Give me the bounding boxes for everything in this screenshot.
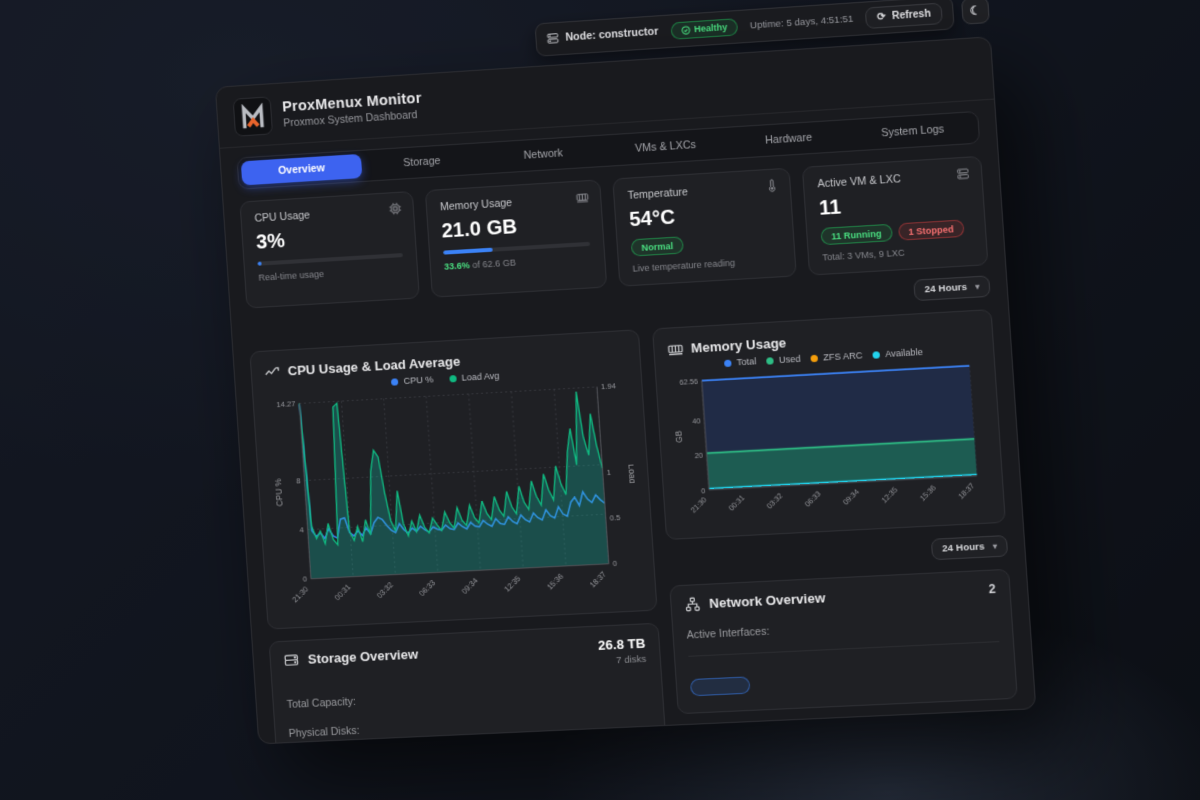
svg-text:0: 0 (612, 559, 617, 568)
svg-text:20: 20 (694, 451, 703, 461)
thermometer-icon (764, 179, 779, 198)
storage-title: Storage Overview (307, 646, 419, 668)
legend-load: Load Avg (449, 371, 500, 384)
node-info: Node: constructor (547, 25, 659, 44)
health-badge: Healthy (669, 17, 739, 40)
network-icon (684, 596, 700, 612)
server-stack-icon (956, 167, 971, 186)
memory-chart-icon (667, 342, 683, 356)
svg-text:00:31: 00:31 (333, 582, 353, 602)
svg-text:Load: Load (626, 464, 638, 484)
svg-text:GB: GB (674, 430, 684, 443)
tab-hardware[interactable]: Hardware (764, 131, 813, 147)
server-icon (547, 32, 560, 45)
vm-count-value: 11 (818, 196, 842, 220)
node-label: Node: constructor (565, 25, 659, 44)
svg-text:62.56: 62.56 (679, 377, 698, 387)
interface-badge[interactable] (689, 676, 751, 697)
svg-text:18:37: 18:37 (588, 570, 608, 590)
disk-icon (283, 653, 299, 669)
svg-text:4: 4 (299, 526, 304, 535)
svg-text:00:31: 00:31 (727, 493, 747, 513)
svg-text:09:34: 09:34 (460, 576, 480, 596)
svg-text:12:35: 12:35 (502, 574, 522, 594)
temp-status-badge: Normal (630, 236, 684, 257)
time-range-dropdown[interactable]: 24 Hours ▾ (913, 275, 991, 302)
memory-chart-card: Memory Usage Total Used ZFS ARC Availabl… (651, 309, 1006, 540)
tab-storage[interactable]: Storage (403, 154, 441, 170)
cpu-load-chart: 21:30 00:31 03:32 06:33 09:34 12:35 15:36 18:37… (272, 382, 638, 605)
svg-text:03:32: 03:32 (765, 491, 785, 511)
svg-text:CPU %: CPU % (272, 478, 284, 507)
uptime-text: Uptime: 5 days, 4:51:51 (749, 13, 854, 32)
memory-usage-card: Memory Usage 21.0 GB 33.6% of 62.6 GB (424, 179, 608, 298)
active-interfaces-label: Active Interfaces: (686, 625, 770, 642)
tab-vms-lxcs[interactable]: VMs & LXCs (634, 138, 697, 155)
svg-text:09:34: 09:34 (841, 487, 861, 507)
legend-cpu: CPU % (391, 374, 434, 386)
chevron-down-icon: ▾ (992, 541, 998, 552)
svg-text:1.94: 1.94 (601, 382, 617, 392)
svg-text:18:37: 18:37 (956, 481, 976, 501)
dashboard-panel: ProxMenux Monitor Proxmox System Dashboa… (214, 36, 1037, 745)
svg-text:12:35: 12:35 (879, 485, 899, 505)
storage-row-total-capacity: Total Capacity: (286, 696, 357, 712)
network-interface-count: 2 (988, 581, 997, 597)
svg-text:0: 0 (303, 575, 308, 584)
network-title: Network Overview (708, 590, 826, 612)
moon-icon: ☾ (969, 3, 982, 19)
cpu-usage-card: CPU Usage 3% Real-time usage (239, 190, 420, 309)
app-header: ProxMenux Monitor Proxmox System Dashboa… (215, 37, 995, 149)
svg-text:21:30: 21:30 (290, 584, 310, 604)
refresh-button[interactable]: ⟳ Refresh (865, 2, 943, 29)
svg-text:15:36: 15:36 (918, 483, 938, 503)
cpu-value: 3% (255, 230, 286, 254)
refresh-icon: ⟳ (876, 10, 887, 23)
theme-toggle-button[interactable]: ☾ (960, 0, 990, 25)
svg-text:21:30: 21:30 (689, 495, 709, 515)
memory-icon (575, 190, 589, 209)
cpu-icon (388, 202, 402, 221)
svg-text:0.5: 0.5 (609, 513, 620, 523)
time-range-dropdown-2[interactable]: 24 Hours ▾ (931, 534, 1009, 561)
temperature-card: Temperature 54°C Normal Live temperature… (612, 167, 797, 287)
memory-chart: 21:30 00:31 03:32 06:33 09:34 12:35 15:36 18:37… (674, 356, 991, 515)
tab-system-logs[interactable]: System Logs (880, 123, 945, 140)
memory-value: 21.0 GB (440, 215, 518, 243)
tab-overview[interactable]: Overview (240, 153, 363, 186)
storage-capacity-stat: 26.8 TB (597, 636, 646, 654)
memory-chart-title: Memory Usage (690, 335, 787, 356)
svg-text:40: 40 (692, 416, 701, 426)
svg-text:06:33: 06:33 (803, 489, 823, 509)
storage-overview-card: Storage Overview 26.8 TB 7 disks Total C… (268, 623, 666, 745)
svg-text:15:36: 15:36 (545, 572, 565, 592)
trend-icon (264, 365, 280, 379)
cpu-load-chart-card: CPU Usage & Load Average CPU % Load Avg … (249, 329, 658, 631)
vm-stopped-badge: 1 Stopped (897, 219, 965, 241)
temperature-value: 54°C (628, 206, 676, 232)
svg-text:03:32: 03:32 (375, 580, 395, 600)
svg-text:8: 8 (296, 477, 301, 486)
cpu-progress (257, 253, 403, 266)
active-vm-lxc-card: Active VM & LXC 11 11 Running 1 Stopped … (801, 155, 989, 276)
vm-running-badge: 11 Running (820, 223, 893, 246)
memory-progress (443, 241, 591, 255)
network-overview-card: Network Overview 2 Active Interfaces: (669, 568, 1018, 715)
proxmenux-logo (232, 96, 274, 137)
tab-network[interactable]: Network (523, 147, 564, 162)
check-circle-icon (680, 25, 690, 35)
chevron-down-icon: ▾ (974, 282, 980, 292)
svg-text:14.27: 14.27 (276, 400, 296, 410)
dashboard-window: Node: constructor Healthy Uptime: 5 days… (212, 0, 1037, 745)
svg-text:06:33: 06:33 (417, 578, 437, 598)
storage-disks-stat: 7 disks (615, 654, 647, 667)
svg-text:1: 1 (606, 468, 611, 477)
storage-row-physical-disks: Physical Disks: (288, 725, 360, 741)
svg-text:0: 0 (701, 486, 706, 495)
